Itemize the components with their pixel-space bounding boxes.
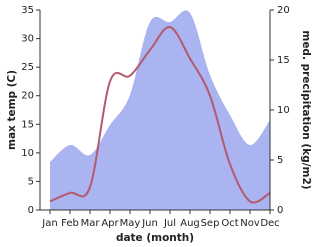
x-tick-label: Jul xyxy=(163,218,176,229)
x-tick-label: Dec xyxy=(260,218,279,229)
x-tick-label: Feb xyxy=(61,218,79,229)
temperature-line xyxy=(49,26,271,204)
y-tick-label: 20 xyxy=(21,91,34,102)
y2-tick-label: 20 xyxy=(277,5,290,16)
x-tick-label: Sep xyxy=(201,218,220,229)
y-tick-label: 15 xyxy=(21,119,34,130)
x-tick-label: Apr xyxy=(101,218,119,229)
precipitation-area xyxy=(50,10,270,211)
x-tick-label: Nov xyxy=(240,218,260,229)
y2-tick-label: 10 xyxy=(277,105,290,116)
y-axis-title: max temp (C) xyxy=(6,70,18,150)
y-tick-label: 35 xyxy=(21,5,34,16)
y2-axis-title: med. precipitation (kg/m2) xyxy=(300,30,312,189)
x-tick-label: Jan xyxy=(41,218,57,229)
y2-tick-label: 15 xyxy=(277,55,290,66)
y2-tick-label: 0 xyxy=(277,205,283,216)
y-tick-label: 25 xyxy=(21,62,34,73)
y-tick-label: 0 xyxy=(28,205,34,216)
y2-tick-label: 5 xyxy=(277,155,283,166)
y-tick-label: 30 xyxy=(21,34,34,45)
x-tick-label: May xyxy=(120,218,141,229)
y-tick-label: 5 xyxy=(28,176,34,187)
x-axis-title: date (month) xyxy=(116,232,194,244)
x-tick-label: Oct xyxy=(221,218,238,229)
x-tick-label: Mar xyxy=(81,218,101,229)
y-tick-label: 10 xyxy=(21,148,34,159)
x-tick-label: Aug xyxy=(180,218,200,229)
x-tick-label: Jun xyxy=(141,218,158,229)
